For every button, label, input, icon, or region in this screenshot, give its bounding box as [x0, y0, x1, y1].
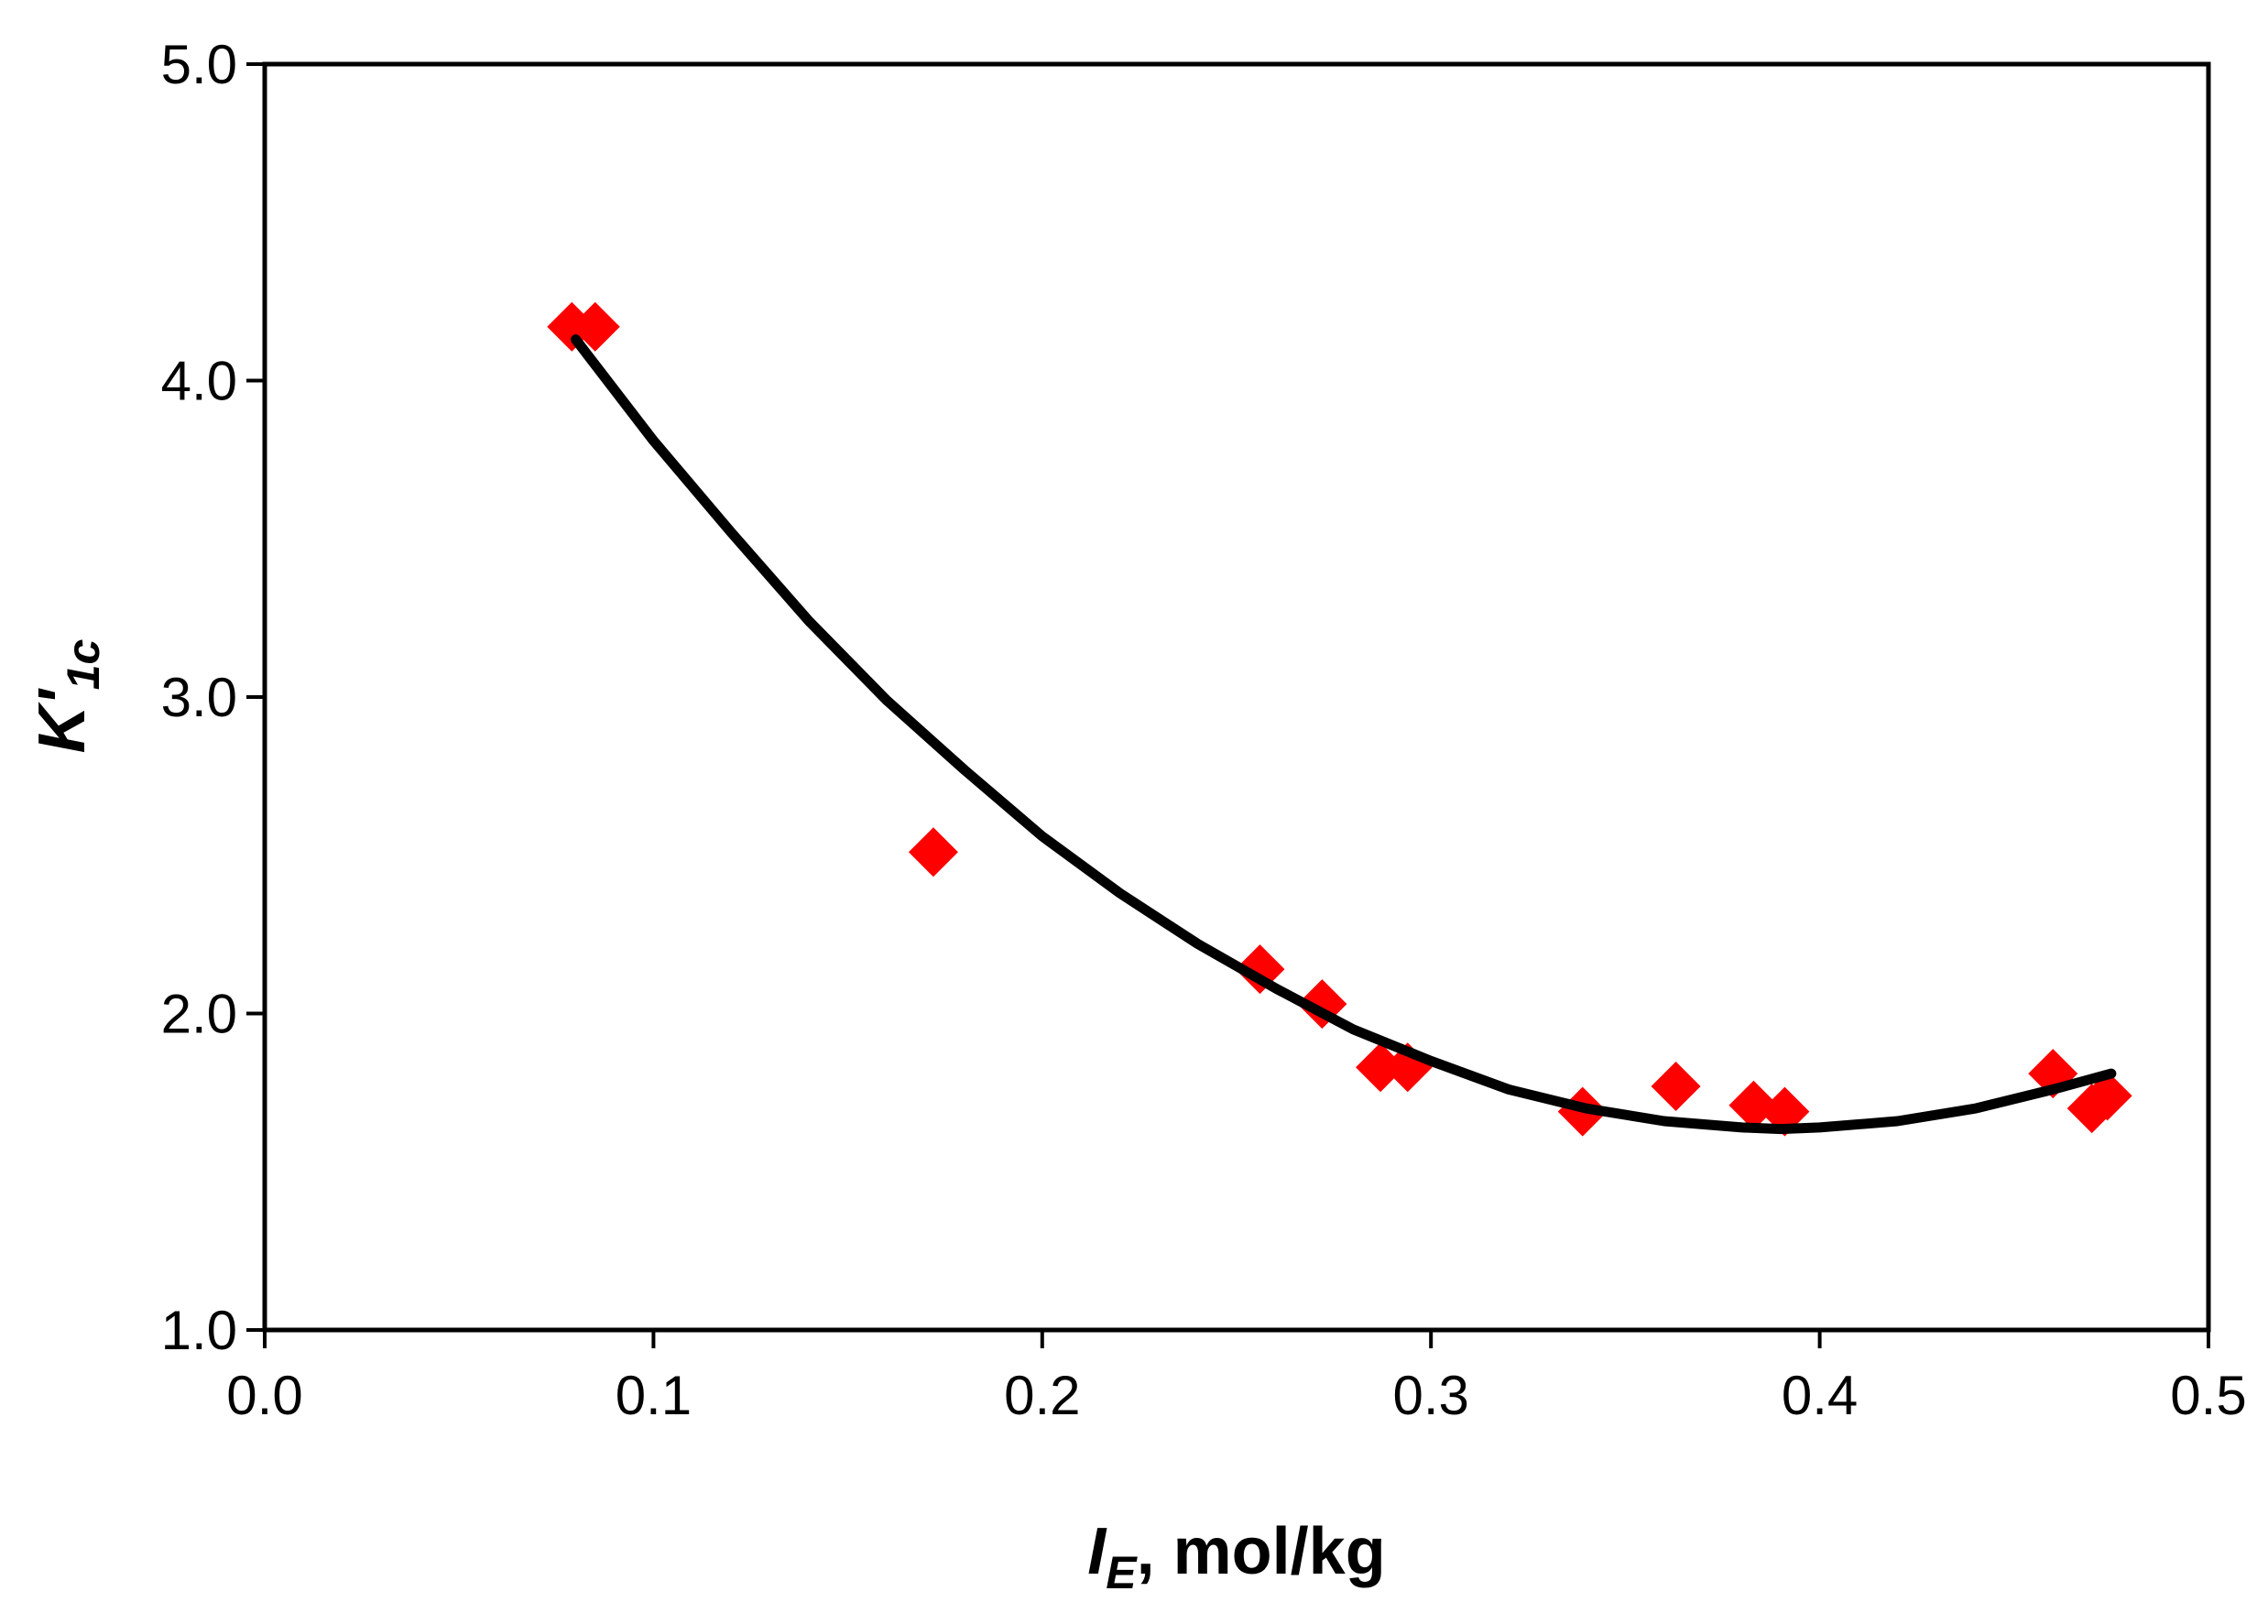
- data-point: [1651, 1061, 1701, 1111]
- data-point: [1728, 1080, 1779, 1130]
- data-point: [570, 301, 620, 352]
- y-tick-label: 3.0: [161, 667, 237, 728]
- x-axis-ticks: 0.0 0.1 0.2 0.3 0.4 0.5: [226, 1330, 2247, 1426]
- data-markers: [547, 301, 2132, 1137]
- x-tick-label: 0.5: [2170, 1365, 2246, 1426]
- x-axis-title: IE, mol/kg: [1087, 1515, 1385, 1598]
- data-point: [1356, 1042, 1406, 1093]
- y-axis-ticks: 1.0 2.0 3.0 4.0 5.0: [161, 34, 265, 1361]
- x-tick-label: 0.0: [226, 1365, 302, 1426]
- y-tick-label: 2.0: [161, 984, 237, 1045]
- fit-curve: [571, 334, 2117, 1135]
- y-tick-label: 4.0: [161, 351, 237, 412]
- plot-area-frame: [262, 61, 2211, 1333]
- y-tick-label: 5.0: [161, 34, 237, 95]
- fit-curve-group: [571, 334, 2117, 1135]
- x-tick-label: 0.2: [1004, 1365, 1080, 1426]
- x-tick-label: 0.3: [1392, 1365, 1468, 1426]
- x-tick-label: 0.4: [1782, 1365, 1858, 1426]
- x-tick-label: 0.1: [616, 1365, 692, 1426]
- data-point: [2082, 1071, 2132, 1121]
- data-point: [908, 827, 958, 877]
- y-axis-title: K'1c: [26, 638, 109, 753]
- y-tick-label: 1.0: [161, 1300, 237, 1361]
